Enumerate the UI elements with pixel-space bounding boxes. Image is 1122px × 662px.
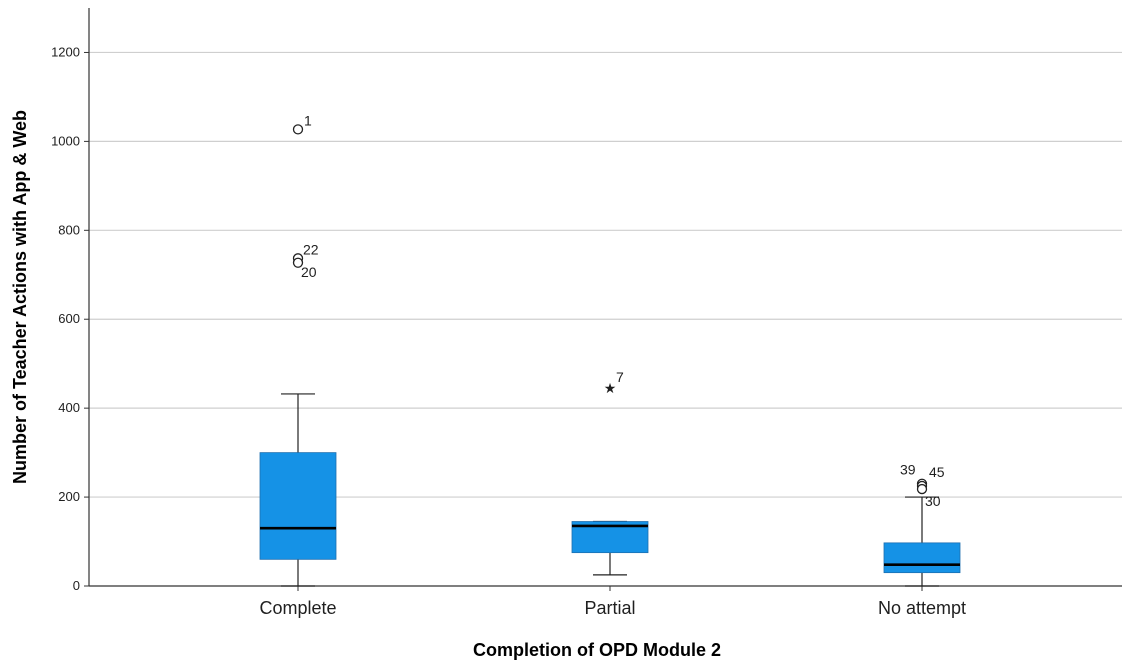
y-tick-label: 0 bbox=[73, 578, 80, 593]
y-tick-label: 200 bbox=[58, 489, 80, 504]
iqr-box bbox=[259, 452, 337, 560]
outlier-label: 45 bbox=[929, 464, 945, 480]
outlier-label: 39 bbox=[900, 462, 916, 478]
y-tick-label: 600 bbox=[58, 311, 80, 326]
outlier-label: 30 bbox=[925, 493, 941, 509]
outlier-marker bbox=[292, 257, 304, 268]
iqr-box bbox=[883, 542, 961, 574]
outlier-label: 20 bbox=[301, 264, 317, 280]
y-tick-label: 800 bbox=[58, 222, 80, 237]
x-axis-title: Completion of OPD Module 2 bbox=[473, 640, 721, 660]
x-category-label: Partial bbox=[584, 598, 635, 618]
y-tick-label: 1000 bbox=[51, 133, 80, 148]
x-category-label: No attempt bbox=[878, 598, 966, 618]
outlier-label: 22 bbox=[303, 241, 319, 257]
outlier-marker bbox=[292, 124, 304, 135]
y-tick-label: 1200 bbox=[51, 44, 80, 59]
labels: 0 200 400 600 800 1000 1200 Complete Partial No a… bbox=[10, 44, 966, 660]
outlier-marker bbox=[916, 483, 928, 495]
y-tick-label: 400 bbox=[58, 400, 80, 415]
axes bbox=[84, 8, 1122, 591]
box-group-no-attempt bbox=[883, 478, 961, 587]
gridlines bbox=[89, 51, 1122, 498]
box-group-complete bbox=[259, 124, 337, 587]
box-group-partial: ★ bbox=[571, 380, 649, 576]
boxes: ★ bbox=[259, 124, 961, 587]
x-category-label: Complete bbox=[259, 598, 336, 618]
outlier-label: 1 bbox=[304, 112, 312, 128]
outlier-label: 7 bbox=[616, 369, 624, 385]
y-axis-title: Number of Teacher Actions with App & Web bbox=[10, 110, 30, 484]
extreme-outlier-marker: ★ bbox=[604, 380, 617, 396]
